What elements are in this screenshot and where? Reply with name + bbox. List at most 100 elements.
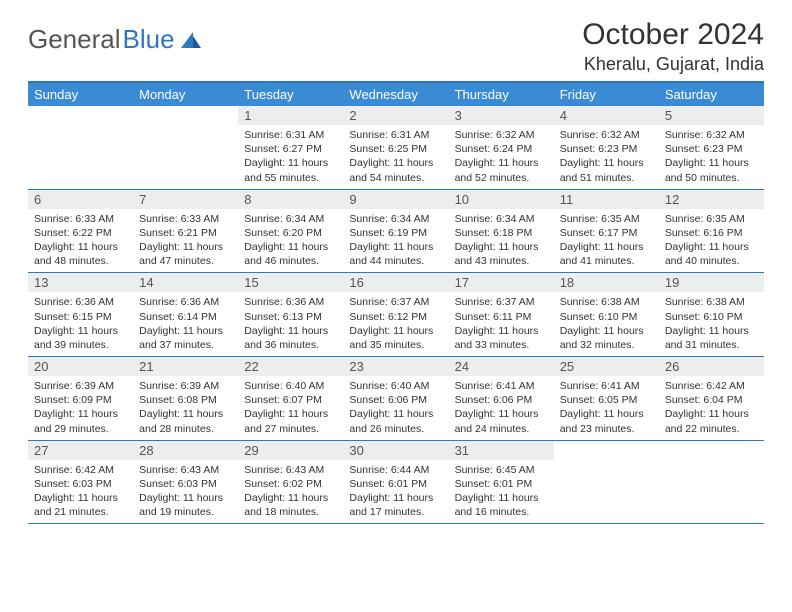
day-number: 4: [554, 106, 659, 125]
day-number: 26: [659, 357, 764, 376]
location-label: Kheralu, Gujarat, India: [582, 54, 764, 75]
day-body: Sunrise: 6:33 AMSunset: 6:21 PMDaylight:…: [133, 209, 238, 273]
weekday-header-row: SundayMondayTuesdayWednesdayThursdayFrid…: [28, 83, 764, 106]
day-number: 16: [343, 273, 448, 292]
title-block: October 2024 Kheralu, Gujarat, India: [582, 18, 764, 75]
calendar-day-cell: 18Sunrise: 6:38 AMSunset: 6:10 PMDayligh…: [554, 273, 659, 356]
day-body: Sunrise: 6:37 AMSunset: 6:11 PMDaylight:…: [449, 292, 554, 356]
day-body: Sunrise: 6:43 AMSunset: 6:03 PMDaylight:…: [133, 460, 238, 524]
calendar-day-cell: 31Sunrise: 6:45 AMSunset: 6:01 PMDayligh…: [449, 441, 554, 524]
day-body: Sunrise: 6:36 AMSunset: 6:15 PMDaylight:…: [28, 292, 133, 356]
calendar-page: General Blue October 2024 Kheralu, Gujar…: [0, 0, 792, 524]
calendar-week-row: 6Sunrise: 6:33 AMSunset: 6:22 PMDaylight…: [28, 190, 764, 274]
calendar-day-cell: 29Sunrise: 6:43 AMSunset: 6:02 PMDayligh…: [238, 441, 343, 524]
calendar-day-cell: 5Sunrise: 6:32 AMSunset: 6:23 PMDaylight…: [659, 106, 764, 189]
day-body: Sunrise: 6:32 AMSunset: 6:23 PMDaylight:…: [659, 125, 764, 189]
calendar-day-cell: 25Sunrise: 6:41 AMSunset: 6:05 PMDayligh…: [554, 357, 659, 440]
day-body: Sunrise: 6:43 AMSunset: 6:02 PMDaylight:…: [238, 460, 343, 524]
day-number: 5: [659, 106, 764, 125]
day-number: 31: [449, 441, 554, 460]
day-number: 25: [554, 357, 659, 376]
day-number: 27: [28, 441, 133, 460]
calendar-day-cell: 15Sunrise: 6:36 AMSunset: 6:13 PMDayligh…: [238, 273, 343, 356]
day-number: 1: [238, 106, 343, 125]
calendar-day-cell: 1Sunrise: 6:31 AMSunset: 6:27 PMDaylight…: [238, 106, 343, 189]
day-body: Sunrise: 6:34 AMSunset: 6:20 PMDaylight:…: [238, 209, 343, 273]
day-body: Sunrise: 6:36 AMSunset: 6:14 PMDaylight:…: [133, 292, 238, 356]
day-number: 30: [343, 441, 448, 460]
day-body: Sunrise: 6:35 AMSunset: 6:17 PMDaylight:…: [554, 209, 659, 273]
day-number: 9: [343, 190, 448, 209]
day-number: 3: [449, 106, 554, 125]
day-number: 18: [554, 273, 659, 292]
weekday-header: Saturday: [659, 83, 764, 106]
day-number: 11: [554, 190, 659, 209]
calendar-day-cell: 2Sunrise: 6:31 AMSunset: 6:25 PMDaylight…: [343, 106, 448, 189]
day-number: [659, 441, 764, 460]
day-body: Sunrise: 6:33 AMSunset: 6:22 PMDaylight:…: [28, 209, 133, 273]
calendar-day-cell: 9Sunrise: 6:34 AMSunset: 6:19 PMDaylight…: [343, 190, 448, 273]
day-number: 19: [659, 273, 764, 292]
month-title: October 2024: [582, 18, 764, 52]
calendar-day-cell: 28Sunrise: 6:43 AMSunset: 6:03 PMDayligh…: [133, 441, 238, 524]
calendar-day-cell: 23Sunrise: 6:40 AMSunset: 6:06 PMDayligh…: [343, 357, 448, 440]
calendar-day-cell: 10Sunrise: 6:34 AMSunset: 6:18 PMDayligh…: [449, 190, 554, 273]
brand-part1: General: [28, 24, 121, 55]
weekday-header: Wednesday: [343, 83, 448, 106]
calendar-day-cell: 26Sunrise: 6:42 AMSunset: 6:04 PMDayligh…: [659, 357, 764, 440]
day-body: Sunrise: 6:41 AMSunset: 6:05 PMDaylight:…: [554, 376, 659, 440]
day-body: Sunrise: 6:39 AMSunset: 6:08 PMDaylight:…: [133, 376, 238, 440]
calendar-day-cell: [133, 106, 238, 189]
calendar-day-cell: 13Sunrise: 6:36 AMSunset: 6:15 PMDayligh…: [28, 273, 133, 356]
day-body: Sunrise: 6:32 AMSunset: 6:24 PMDaylight:…: [449, 125, 554, 189]
day-number: 20: [28, 357, 133, 376]
day-body: Sunrise: 6:31 AMSunset: 6:25 PMDaylight:…: [343, 125, 448, 189]
calendar-day-cell: [554, 441, 659, 524]
day-number: 29: [238, 441, 343, 460]
day-body: Sunrise: 6:35 AMSunset: 6:16 PMDaylight:…: [659, 209, 764, 273]
weekday-header: Monday: [133, 83, 238, 106]
calendar-day-cell: 20Sunrise: 6:39 AMSunset: 6:09 PMDayligh…: [28, 357, 133, 440]
day-body: Sunrise: 6:42 AMSunset: 6:03 PMDaylight:…: [28, 460, 133, 524]
day-number: 10: [449, 190, 554, 209]
day-body: Sunrise: 6:40 AMSunset: 6:06 PMDaylight:…: [343, 376, 448, 440]
calendar-day-cell: 27Sunrise: 6:42 AMSunset: 6:03 PMDayligh…: [28, 441, 133, 524]
brand-sail-icon: [179, 30, 203, 50]
weekday-header: Thursday: [449, 83, 554, 106]
weekday-header: Sunday: [28, 83, 133, 106]
calendar-day-cell: 19Sunrise: 6:38 AMSunset: 6:10 PMDayligh…: [659, 273, 764, 356]
day-number: 14: [133, 273, 238, 292]
day-number: 15: [238, 273, 343, 292]
day-number: 24: [449, 357, 554, 376]
weekday-header: Friday: [554, 83, 659, 106]
day-body: Sunrise: 6:44 AMSunset: 6:01 PMDaylight:…: [343, 460, 448, 524]
day-body: Sunrise: 6:39 AMSunset: 6:09 PMDaylight:…: [28, 376, 133, 440]
calendar-day-cell: 17Sunrise: 6:37 AMSunset: 6:11 PMDayligh…: [449, 273, 554, 356]
calendar-day-cell: 16Sunrise: 6:37 AMSunset: 6:12 PMDayligh…: [343, 273, 448, 356]
calendar-week-row: 13Sunrise: 6:36 AMSunset: 6:15 PMDayligh…: [28, 273, 764, 357]
calendar-day-cell: [28, 106, 133, 189]
calendar-week-row: 1Sunrise: 6:31 AMSunset: 6:27 PMDaylight…: [28, 106, 764, 190]
day-body: Sunrise: 6:36 AMSunset: 6:13 PMDaylight:…: [238, 292, 343, 356]
calendar-day-cell: [659, 441, 764, 524]
weekday-header: Tuesday: [238, 83, 343, 106]
calendar-day-cell: 6Sunrise: 6:33 AMSunset: 6:22 PMDaylight…: [28, 190, 133, 273]
day-body: Sunrise: 6:37 AMSunset: 6:12 PMDaylight:…: [343, 292, 448, 356]
day-body: Sunrise: 6:38 AMSunset: 6:10 PMDaylight:…: [659, 292, 764, 356]
day-body: Sunrise: 6:40 AMSunset: 6:07 PMDaylight:…: [238, 376, 343, 440]
calendar-week-row: 20Sunrise: 6:39 AMSunset: 6:09 PMDayligh…: [28, 357, 764, 441]
calendar-day-cell: 4Sunrise: 6:32 AMSunset: 6:23 PMDaylight…: [554, 106, 659, 189]
day-number: 12: [659, 190, 764, 209]
day-number: [28, 106, 133, 125]
brand-logo: General Blue: [28, 18, 203, 55]
day-body: Sunrise: 6:42 AMSunset: 6:04 PMDaylight:…: [659, 376, 764, 440]
day-number: 13: [28, 273, 133, 292]
calendar-day-cell: 8Sunrise: 6:34 AMSunset: 6:20 PMDaylight…: [238, 190, 343, 273]
day-body: Sunrise: 6:32 AMSunset: 6:23 PMDaylight:…: [554, 125, 659, 189]
day-number: 28: [133, 441, 238, 460]
day-body: Sunrise: 6:34 AMSunset: 6:18 PMDaylight:…: [449, 209, 554, 273]
day-number: 21: [133, 357, 238, 376]
brand-part2: Blue: [123, 24, 175, 55]
day-body: Sunrise: 6:41 AMSunset: 6:06 PMDaylight:…: [449, 376, 554, 440]
day-body: Sunrise: 6:31 AMSunset: 6:27 PMDaylight:…: [238, 125, 343, 189]
